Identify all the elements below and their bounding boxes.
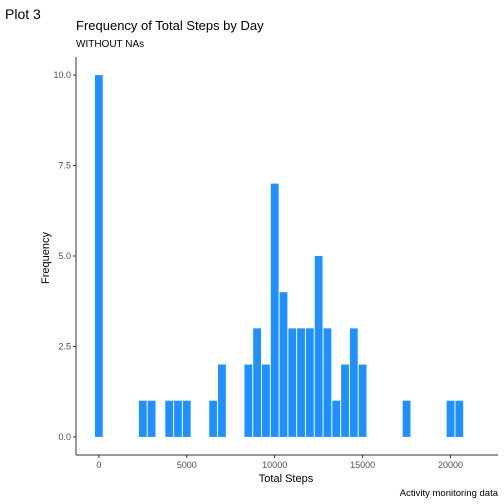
histogram-bar <box>244 364 253 437</box>
histogram-bar <box>341 364 349 437</box>
histogram-bar <box>174 400 182 437</box>
x-tick-label: 15000 <box>350 460 375 470</box>
histogram-bar <box>402 400 411 437</box>
data-caption: Activity monitoring data <box>399 488 498 499</box>
x-tick-label: 20000 <box>438 460 463 470</box>
chart-subtitle: WITHOUT NAs <box>76 39 145 50</box>
histogram-bar <box>94 75 103 437</box>
histogram-bar <box>455 400 464 437</box>
y-axis-title: Frequency <box>40 232 52 284</box>
y-tick-label: 10.0 <box>53 70 71 80</box>
y-tick-label: 7.5 <box>58 161 71 171</box>
histogram-bar <box>253 328 262 437</box>
y-tick-label: 0.0 <box>58 432 71 442</box>
histogram-bar <box>279 292 288 437</box>
histogram-bar <box>305 328 314 437</box>
axes-group: 0.0 2.5 5.0 7.5 10.0 0 5000 10000 15000 20000 <box>53 57 498 470</box>
histogram-bar <box>314 256 323 437</box>
histogram-bar <box>288 328 297 437</box>
plot-tag: Plot 3 <box>5 6 41 22</box>
chart-title: Frequency of Total Steps by Day <box>76 18 264 33</box>
histogram-bar <box>270 183 279 437</box>
histogram-bar <box>323 328 332 437</box>
histogram-bar <box>182 400 191 437</box>
histogram-bar <box>138 400 147 437</box>
histogram-bar <box>209 400 218 437</box>
x-tick-label: 10000 <box>262 460 287 470</box>
x-tick-label: 0 <box>96 460 101 470</box>
histogram-bar <box>358 364 367 437</box>
bars-group <box>94 75 464 437</box>
y-tick-label: 2.5 <box>58 341 71 351</box>
x-axis-title: Total Steps <box>259 473 314 485</box>
histogram-bar <box>165 400 174 437</box>
histogram-bar <box>297 328 305 437</box>
histogram-bar <box>218 364 226 437</box>
y-tick-label: 5.0 <box>58 251 71 261</box>
histogram-bar <box>349 328 358 437</box>
histogram-bar <box>332 400 341 437</box>
x-tick-label: 5000 <box>177 460 197 470</box>
histogram-bar <box>446 400 455 437</box>
histogram-bar <box>147 400 156 437</box>
histogram-bar <box>262 364 270 437</box>
